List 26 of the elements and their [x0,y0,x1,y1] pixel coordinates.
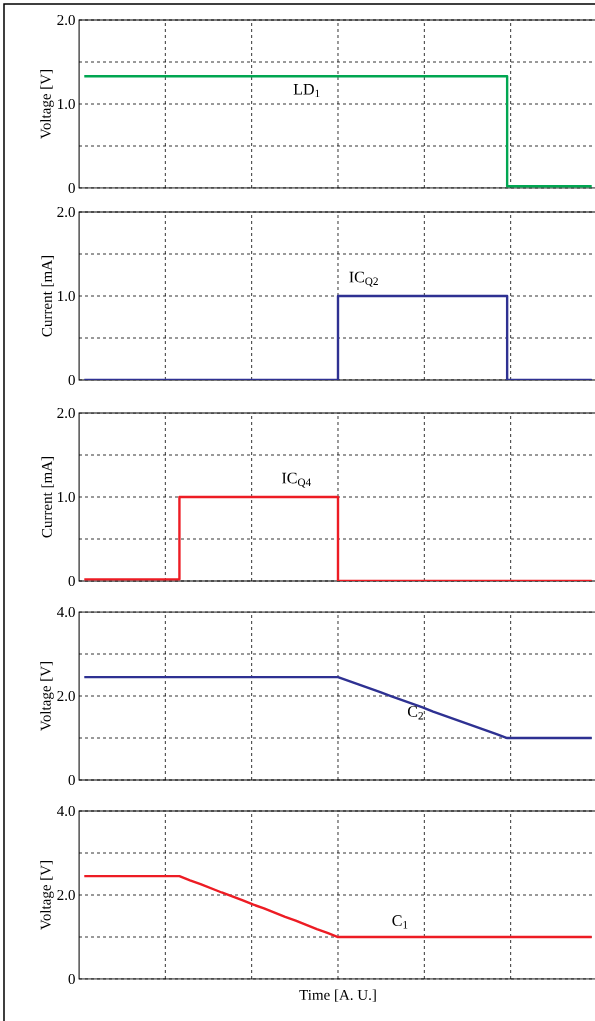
y-tick-label: 4.0 [57,606,75,618]
y-tick-label: 0 [68,774,75,786]
y-tick-label: 0 [68,575,75,587]
y-tick-label: 0 [68,374,75,386]
y-tick-label: 4.0 [57,805,75,817]
y-tick-label: 1.0 [58,491,75,503]
y-axis-title: Voltage [V] [40,662,54,731]
y-tick-label: 0 [68,973,75,985]
y-axis-title: Current [mA] [41,256,54,337]
annotation: C$_{2}$ [407,706,423,720]
annotation: LD$_{1}$ [293,84,320,98]
y-tick-label: 2.0 [57,14,75,26]
y-axis-title: Voltage [V] [40,70,54,139]
annotation: C$_{1}$ [392,915,408,929]
y-axis-title: Voltage [V] [40,861,54,930]
y-tick-label: 0 [68,182,75,194]
annotation: IC$_{Q4}$ [282,472,311,488]
y-tick-label: 2.0 [57,690,75,702]
y-tick-label: 2.0 [57,206,75,218]
y-tick-label: 1.0 [58,98,75,110]
x-axis-title: Time [A. U.] [299,989,376,1002]
y-tick-label: 1.0 [58,290,75,302]
y-axis-title: Current [mA] [41,457,54,538]
y-tick-label: 2.0 [57,889,75,901]
annotation: IC$_{Q2}$ [349,271,378,287]
y-tick-label: 2.0 [57,407,75,419]
